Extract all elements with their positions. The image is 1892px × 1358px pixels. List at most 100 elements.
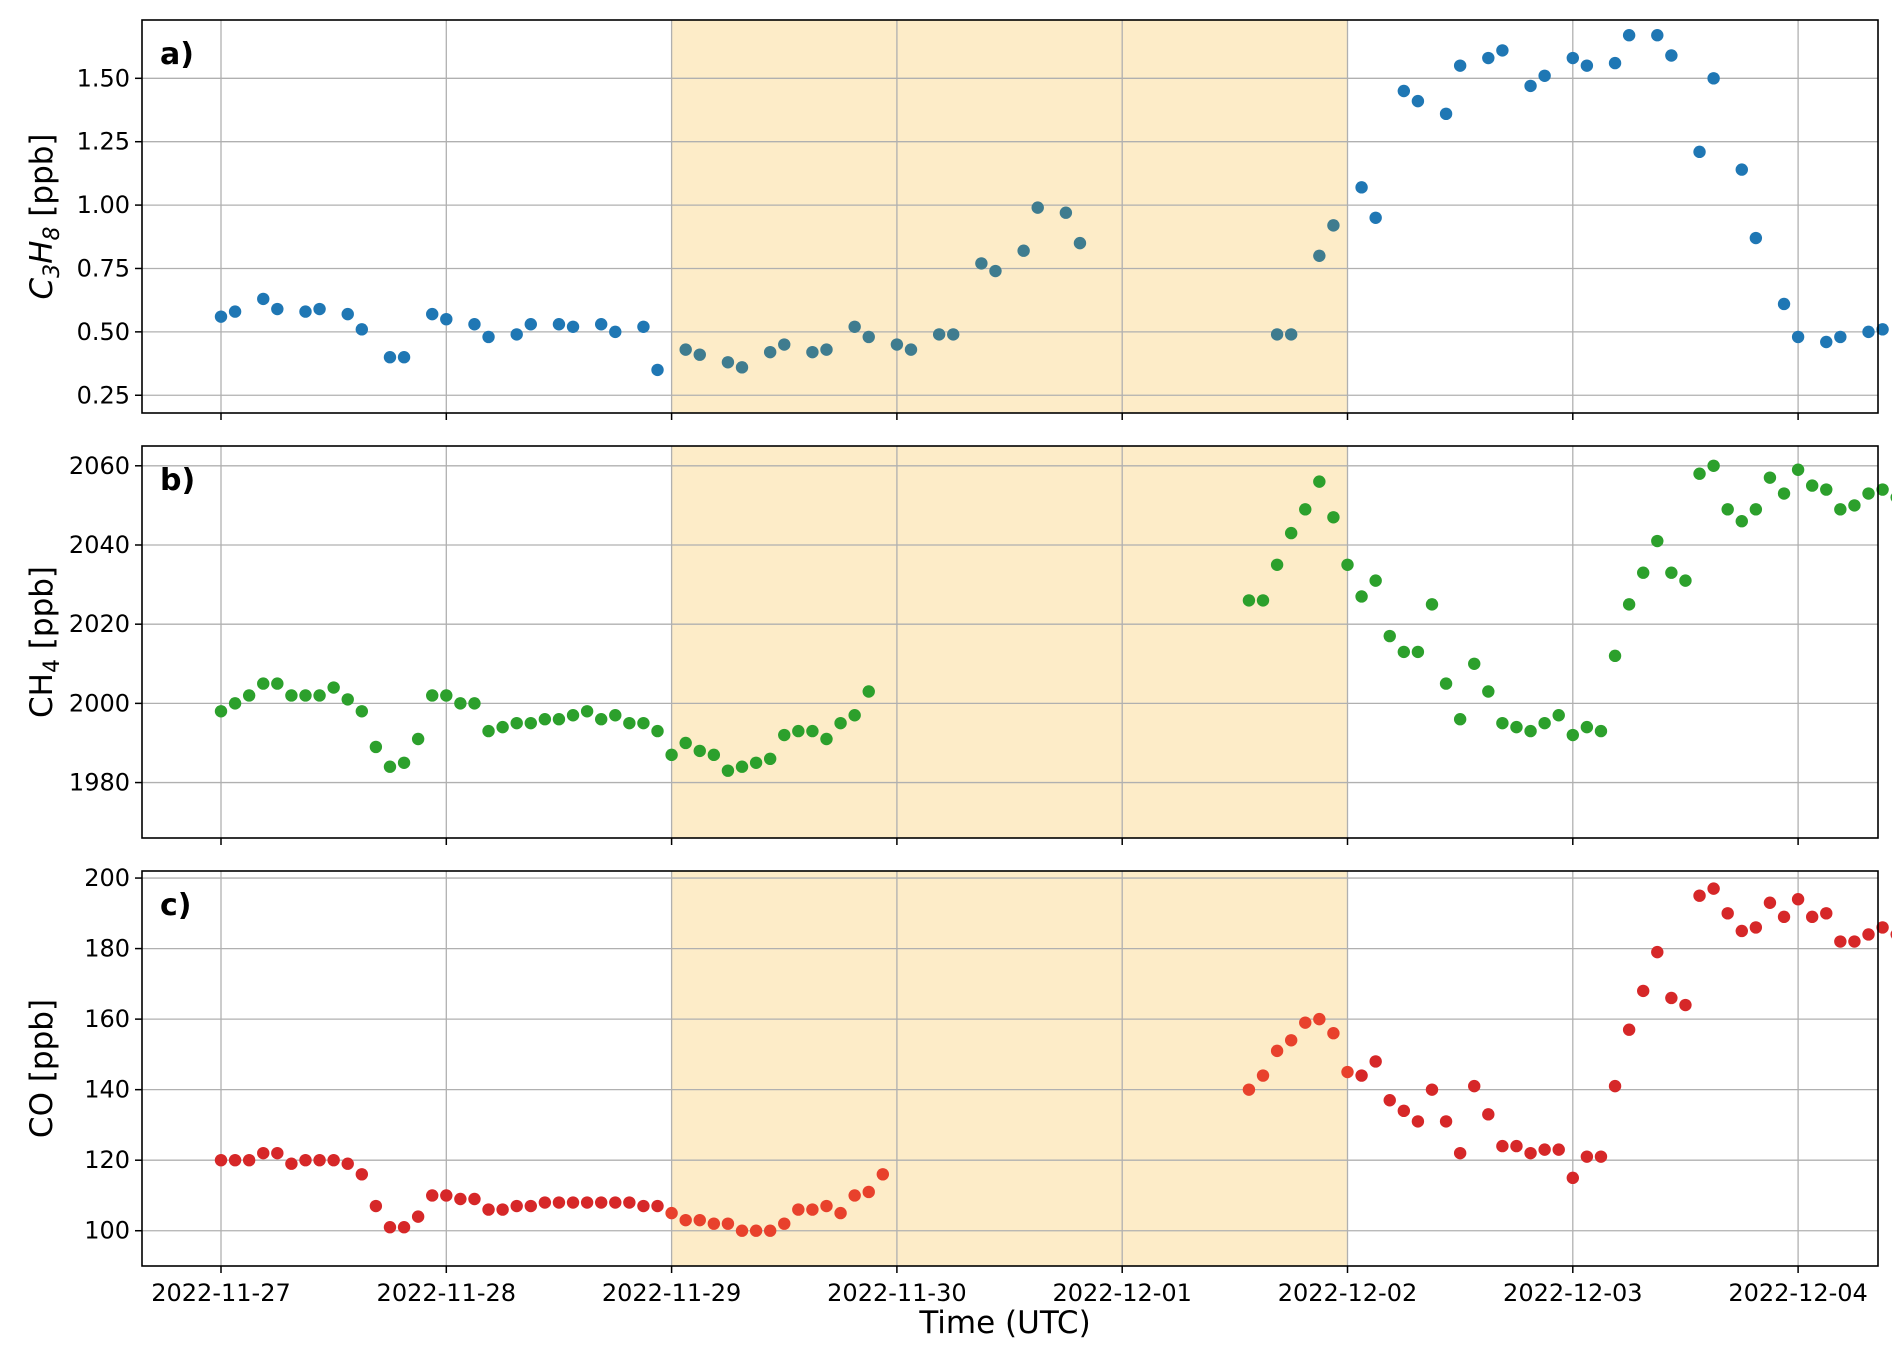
data-point [482,330,495,344]
data-point [426,307,439,321]
data-point [1566,51,1580,65]
data-point [524,318,537,331]
data-point [1299,1016,1312,1029]
data-point [1017,244,1030,257]
data-point [454,1192,467,1206]
data-point [1383,1094,1396,1107]
shaded-period [671,446,1348,838]
data-point [594,713,608,726]
data-point [665,748,678,762]
y-tick-label: 1.25 [77,128,130,156]
data-point [1637,566,1650,579]
data-point [440,312,453,326]
data-point [1355,181,1368,194]
data-point [552,1196,566,1209]
data-point [1749,921,1763,934]
data-point [1242,1083,1256,1096]
data-point [1411,1115,1425,1128]
data-point [440,689,453,702]
data-point [1059,206,1073,219]
data-point [341,1157,354,1170]
y-axis-label: CH4 [ppb] [24,566,65,718]
data-point [1622,29,1636,42]
data-point [482,724,495,738]
data-point [552,318,566,331]
data-point [341,307,354,321]
data-point [1749,231,1763,245]
data-point [1284,328,1298,341]
data-point [524,1199,537,1213]
axes-frame [141,870,1879,1267]
data-point [454,697,467,710]
data-point [313,689,326,702]
data-point [257,1146,270,1160]
axes-frame [141,19,1879,414]
data-point [285,1157,298,1170]
data-point [341,693,354,706]
data-point [1482,51,1495,65]
data-point [369,1199,383,1213]
data-point [355,1168,369,1181]
data-point [1834,935,1847,948]
data-point [1693,467,1706,480]
panel-label: c) [160,888,192,923]
data-point [1397,1104,1411,1118]
data-point [651,724,664,738]
data-point [1735,163,1748,176]
y-tick-label: 200 [84,864,130,892]
data-point [299,305,312,318]
data-point [1707,882,1720,895]
data-point [538,713,552,726]
data-point [327,1153,340,1167]
data-point [778,1217,791,1230]
data-point [510,328,523,341]
data-point [228,305,242,318]
y-tick-label: 0.25 [77,381,130,409]
data-point [834,1206,847,1220]
data-point [862,685,875,698]
data-point [1270,1044,1284,1058]
data-point [1805,479,1819,492]
data-point [1453,59,1467,72]
data-point [299,1153,312,1167]
data-point [848,1189,861,1202]
data-point [947,328,960,341]
data-point [1552,1143,1565,1156]
data-point [257,677,270,690]
data-point [778,728,791,742]
data-point [721,1217,735,1230]
data-point [271,1146,284,1160]
data-point [1439,107,1453,121]
data-point [214,310,228,323]
data-point [1524,79,1537,93]
y-axis-label: C3H8 [ppb] [24,133,65,299]
data-point [1608,1079,1622,1093]
data-point [1313,1012,1326,1026]
data-point [468,1192,481,1206]
data-point [1777,910,1791,924]
data-point [1496,716,1509,730]
y-tick-label: 2000 [69,689,130,717]
data-point [1580,720,1594,734]
data-point [1313,475,1326,488]
data-point [1538,716,1551,730]
data-point [327,681,340,694]
data-point [1651,534,1664,548]
data-point [257,292,270,306]
data-point [228,697,242,710]
data-point [834,716,847,730]
data-point [1256,1069,1270,1082]
data-point [1411,94,1425,108]
x-tick-label: 2022-12-02 [1278,1279,1417,1307]
data-point [665,1206,678,1220]
data-point [242,1153,256,1167]
data-point [1496,44,1509,57]
data-point [1411,645,1425,659]
data-point [1482,685,1495,698]
data-point [1834,503,1847,516]
data-point [1468,1079,1481,1093]
data-point [1820,907,1833,920]
data-point [1327,219,1340,232]
x-tick-label: 2022-11-30 [827,1279,966,1307]
